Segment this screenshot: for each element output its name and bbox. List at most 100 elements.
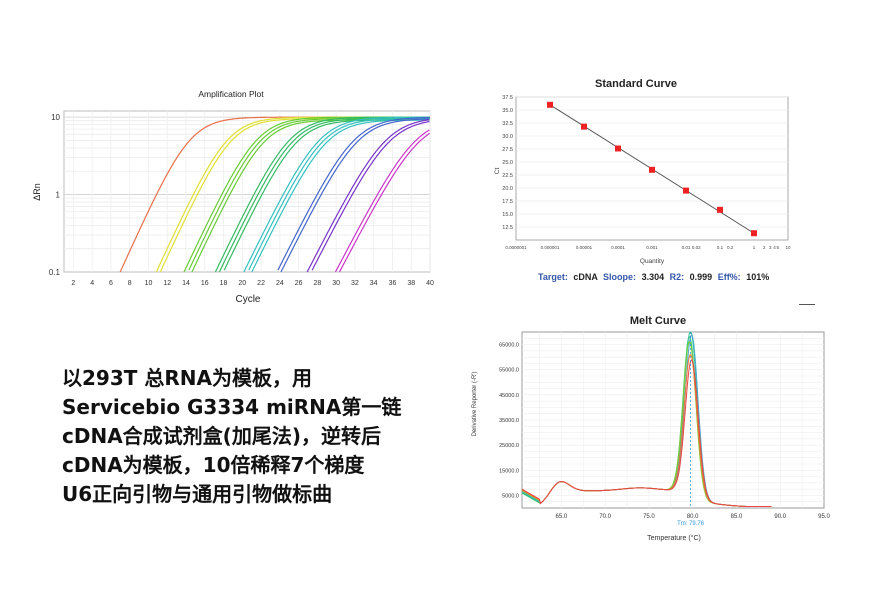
std-point — [717, 206, 723, 213]
std-x-tick-label: 2 — [763, 245, 766, 250]
amp-curve — [280, 118, 430, 273]
std-summary: Target: cDNA Sloope: 3.304 R2: 0.999 Eff… — [538, 272, 769, 282]
amp-x-tick-label: 24 — [276, 280, 284, 287]
amp-curve — [243, 116, 430, 273]
amp-x-tick-label: 36 — [389, 280, 397, 287]
target-label: Target: — [538, 272, 568, 282]
melt-x-tick-label: 75.0 — [643, 514, 655, 520]
std-y-tick-label: 35.0 — [502, 108, 513, 114]
amplification-plot: Amplification Plot 2 4 6 8 10 12 14 16 18 20 22 24 2… — [32, 89, 434, 305]
amp-x-tick-label: 8 — [128, 280, 132, 287]
melt-y-tick-label: 65000.0 — [499, 343, 519, 349]
amp-x-tick-label: 14 — [182, 280, 190, 287]
melt-y-tick-label: 55000.0 — [499, 368, 519, 374]
target-value: cDNA — [573, 272, 598, 282]
std-x-tick-label: 0.2 — [727, 245, 734, 250]
std-point — [751, 230, 757, 237]
amp-x-tick-label: 20 — [238, 280, 246, 287]
amp-x-tick-label: 12 — [163, 280, 171, 287]
std-x-tick-label: 0.02 — [692, 245, 701, 250]
amp-curve — [277, 116, 430, 271]
std-y-tick-label: 27.5 — [502, 147, 513, 153]
melt-y-tick-label: 15000.0 — [499, 468, 519, 474]
std-y-tick-label: 15.0 — [502, 212, 513, 218]
slope-value: 3.304 — [642, 272, 665, 282]
std-point — [547, 101, 553, 108]
std-point — [615, 145, 621, 152]
std-x-tick-label: 1 — [753, 245, 756, 250]
std-x-tick-label: 0.01 — [682, 245, 691, 250]
melt-x-tick-label: 90.0 — [774, 514, 786, 520]
melt-x-tick-label: 80.0 — [687, 514, 699, 520]
amp-curve — [306, 119, 430, 273]
amp-x-tick-label: 34 — [370, 280, 378, 287]
std-y-axis-label: Ct — [494, 168, 501, 175]
std-point — [581, 123, 587, 130]
std-x-axis-label: Quantity — [640, 258, 665, 265]
amp-y-tick-label: 0.1 — [49, 268, 61, 277]
description-line: cDNA合成试剂盒(加尾法)，逆转后 — [62, 424, 381, 448]
description-line: U6正向引物与通用引物做标曲 — [62, 482, 333, 506]
r2-value: 0.999 — [690, 272, 713, 282]
melt-x-tick-label: 95.0 — [818, 514, 830, 520]
melt-curve — [521, 359, 772, 507]
melt-curve-plot: Melt Curve 5000.0 15000.0 25000.0 35000.0 45… — [472, 315, 830, 542]
amp-curve — [338, 132, 430, 273]
amp-x-tick-label: 26 — [295, 280, 303, 287]
std-x-tick-label: 10 — [785, 245, 791, 250]
std-x-tick-label: 0.0000001 — [505, 245, 527, 250]
description-line: Servicebio G3334 miRNA第一链 — [62, 395, 402, 419]
amp-x-tick-label: 4 — [90, 280, 94, 287]
amp-title: Amplification Plot — [198, 89, 264, 99]
description-line: 以293T 总RNA为模板，用 — [62, 366, 312, 390]
std-y-tick-label: 20.0 — [502, 186, 513, 192]
amp-x-tick-label: 18 — [220, 280, 228, 287]
amp-x-axis-label: Cycle — [235, 294, 260, 305]
amp-x-tick-label: 22 — [257, 280, 265, 287]
eff-value: 101% — [746, 272, 769, 282]
std-y-tick-label: 17.5 — [502, 199, 513, 205]
melt-y-tick-label: 5000.0 — [502, 493, 519, 499]
std-x-tick-label: 0.00001 — [576, 245, 593, 250]
std-x-tick-label: 0.000001 — [541, 245, 560, 250]
amp-y-axis-label: ΔRn — [32, 183, 42, 201]
experiment-description: 以293T 总RNA为模板，用 Servicebio G3334 miRNA第一… — [62, 364, 462, 509]
std-x-tick-label: 4 — [773, 245, 776, 250]
std-y-tick-label: 25.0 — [502, 160, 513, 166]
melt-x-axis-label: Temperature (°C) — [647, 534, 701, 542]
std-x-tick-label: 5 — [777, 245, 780, 250]
std-y-tick-label: 12.5 — [502, 225, 513, 231]
slope-label: Sloope: — [603, 272, 636, 282]
divider-dash — [799, 304, 815, 305]
amp-x-tick-label: 10 — [145, 280, 153, 287]
std-x-tick-label: 0.0001 — [611, 245, 625, 250]
std-point — [683, 187, 689, 194]
melt-x-tick-label: 85.0 — [731, 514, 743, 520]
std-x-tick-label: 0.001 — [646, 245, 658, 250]
amp-x-tick-label: 38 — [407, 280, 415, 287]
melt-y-axis-label: Derivative Reporter (-R') — [472, 372, 478, 437]
melt-tm-label: Tm: 79.76 — [677, 521, 705, 527]
melt-x-tick-label: 70.0 — [599, 514, 611, 520]
amp-x-tick-label: 40 — [426, 280, 434, 287]
amp-x-tick-label: 32 — [351, 280, 359, 287]
std-y-tick-label: 37.5 — [502, 95, 513, 101]
amp-x-tick-label: 28 — [313, 280, 321, 287]
amp-x-tick-label: 6 — [109, 280, 113, 287]
std-title: Standard Curve — [595, 78, 677, 90]
std-y-tick-label: 30.0 — [502, 134, 513, 140]
r2-label: R2: — [670, 272, 685, 282]
amp-y-tick-label: 1 — [56, 191, 61, 200]
melt-y-tick-label: 45000.0 — [499, 393, 519, 399]
melt-x-tick-label: 65.0 — [556, 514, 568, 520]
melt-title: Melt Curve — [630, 315, 686, 327]
std-y-tick-label: 32.5 — [502, 121, 513, 127]
description-line: cDNA为模板，10倍稀释7个梯度 — [62, 453, 365, 477]
melt-y-tick-label: 35000.0 — [499, 418, 519, 424]
amp-curve — [311, 121, 430, 271]
standard-curve-plot: Standard Curve 12.5 15.0 17.5 20.0 22.5 25.0 2… — [494, 78, 791, 282]
std-x-tick-label: 3 — [769, 245, 772, 250]
amp-curve — [251, 119, 430, 273]
amp-plot-area — [63, 110, 431, 273]
std-point — [649, 166, 655, 173]
